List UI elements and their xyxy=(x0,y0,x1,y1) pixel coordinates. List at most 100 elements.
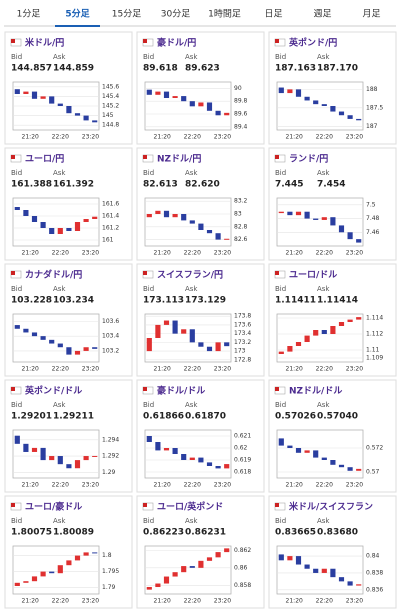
y-tick-label: 0.858 xyxy=(234,582,251,589)
panel[interactable] xyxy=(136,263,265,377)
candle-body xyxy=(313,330,319,336)
candle-body xyxy=(49,339,55,344)
flag-mark xyxy=(11,387,15,391)
flag-mark xyxy=(143,271,147,275)
bid-label: Bid xyxy=(143,169,154,177)
pair-name[interactable]: 米ドル/スイスフラン xyxy=(288,501,373,513)
pair-name[interactable]: 豪ドル/円 xyxy=(157,37,196,49)
pair-name[interactable]: 英ポンド/円 xyxy=(288,37,337,49)
x-tick-label: 23:20 xyxy=(82,366,99,373)
ask-label: Ask xyxy=(53,401,66,409)
x-tick-label: 22:20 xyxy=(184,250,201,257)
bid-label: Bid xyxy=(275,517,286,525)
y-tick-label: 0.619 xyxy=(234,457,251,464)
y-tick-label: 0.618 xyxy=(234,469,251,476)
panel[interactable] xyxy=(268,495,397,609)
candle-body xyxy=(14,89,20,94)
flag-mark xyxy=(11,271,15,275)
candle-body xyxy=(181,96,187,102)
candle-body xyxy=(278,351,284,354)
x-tick-label: 21:20 xyxy=(286,250,303,257)
candle-body xyxy=(57,228,63,234)
ask-value: 187.170 xyxy=(317,64,358,74)
candle-body xyxy=(74,350,81,355)
x-tick-label: 21:20 xyxy=(22,598,39,605)
candle-body xyxy=(92,552,98,554)
panel[interactable] xyxy=(136,31,265,145)
candle-body xyxy=(278,554,284,561)
y-tick-label: 145.2 xyxy=(102,103,119,110)
pair-name[interactable]: 豪ドル/ドル xyxy=(157,385,205,397)
candle-body xyxy=(172,448,178,454)
panel[interactable] xyxy=(4,263,133,377)
pair-name[interactable]: NZドル/円 xyxy=(157,154,201,165)
panel[interactable] xyxy=(268,147,397,261)
candle-body xyxy=(23,210,29,216)
pair-name[interactable]: NZドル/ドル xyxy=(289,386,342,397)
tab[interactable]: 月足 xyxy=(362,9,380,20)
ask-label: Ask xyxy=(185,517,198,525)
y-tick-label: 83.2 xyxy=(234,198,248,205)
panel[interactable] xyxy=(268,31,397,145)
panel[interactable] xyxy=(268,263,397,377)
panel[interactable] xyxy=(4,379,133,493)
tab[interactable]: 15分足 xyxy=(112,9,141,20)
ask-value: 1.80089 xyxy=(53,528,94,538)
x-tick-label: 23:20 xyxy=(82,134,99,141)
pair-name[interactable]: 米ドル/円 xyxy=(24,37,64,49)
candle-body xyxy=(66,228,72,231)
pair-name[interactable]: ユーロ/英ポンド xyxy=(157,501,223,513)
y-tick-label: 83 xyxy=(234,211,242,218)
x-tick-label: 22:20 xyxy=(316,250,333,257)
pair-name[interactable]: 英ポンド/ドル xyxy=(24,385,82,397)
tab[interactable]: 週足 xyxy=(313,9,331,20)
candle-body xyxy=(74,222,81,231)
y-tick-label: 7.5 xyxy=(366,201,376,208)
tab[interactable]: 日足 xyxy=(264,9,282,20)
pair-name[interactable]: ユーロ/豪ドル xyxy=(25,501,82,513)
x-tick-label: 23:20 xyxy=(346,250,363,257)
x-tick-label: 22:20 xyxy=(316,482,333,489)
y-tick-label: 173 xyxy=(234,348,246,355)
bid-label: Bid xyxy=(143,517,154,525)
candle-body xyxy=(49,228,55,234)
candle-body xyxy=(295,211,302,216)
y-tick-label: 103.4 xyxy=(102,333,119,340)
candle-body xyxy=(163,576,170,584)
y-tick-label: 0.572 xyxy=(366,445,383,452)
pair-name[interactable]: カナダドル/円 xyxy=(25,269,82,281)
tab[interactable]: 1分足 xyxy=(17,9,41,20)
x-tick-label: 23:20 xyxy=(346,366,363,373)
candle-body xyxy=(31,91,38,99)
panel[interactable] xyxy=(268,379,397,493)
candle-body xyxy=(321,568,327,573)
candle-body xyxy=(189,457,195,460)
bid-value: 0.61866 xyxy=(143,412,184,422)
panel[interactable] xyxy=(4,495,133,609)
x-tick-label: 22:20 xyxy=(316,134,333,141)
ask-value: 1.29211 xyxy=(53,412,94,422)
tab[interactable]: 5分足 xyxy=(65,8,90,20)
pair-name[interactable]: ユーロ/円 xyxy=(25,154,64,165)
panel[interactable] xyxy=(136,495,265,609)
x-tick-label: 22:20 xyxy=(184,134,201,141)
ask-label: Ask xyxy=(53,285,66,293)
ask-value: 0.57040 xyxy=(317,412,358,422)
flag-mark xyxy=(143,39,147,43)
candle-body xyxy=(304,450,310,453)
candle-body xyxy=(347,467,353,471)
bid-value: 1.11411 xyxy=(275,296,316,306)
flag-mark xyxy=(275,271,279,275)
pair-name[interactable]: ランド/円 xyxy=(289,154,328,165)
pair-name[interactable]: スイスフラン/円 xyxy=(157,270,223,281)
x-tick-label: 22:20 xyxy=(52,598,69,605)
candle-body xyxy=(155,91,161,95)
x-tick-label: 21:20 xyxy=(286,598,303,605)
tab[interactable]: 30分足 xyxy=(161,9,190,20)
x-tick-label: 21:20 xyxy=(286,134,303,141)
panel[interactable] xyxy=(136,147,265,261)
candle-body xyxy=(23,328,29,333)
tab[interactable]: 1時間足 xyxy=(208,9,241,20)
candle-body xyxy=(313,218,319,220)
pair-name[interactable]: ユーロ/ドル xyxy=(289,270,337,281)
